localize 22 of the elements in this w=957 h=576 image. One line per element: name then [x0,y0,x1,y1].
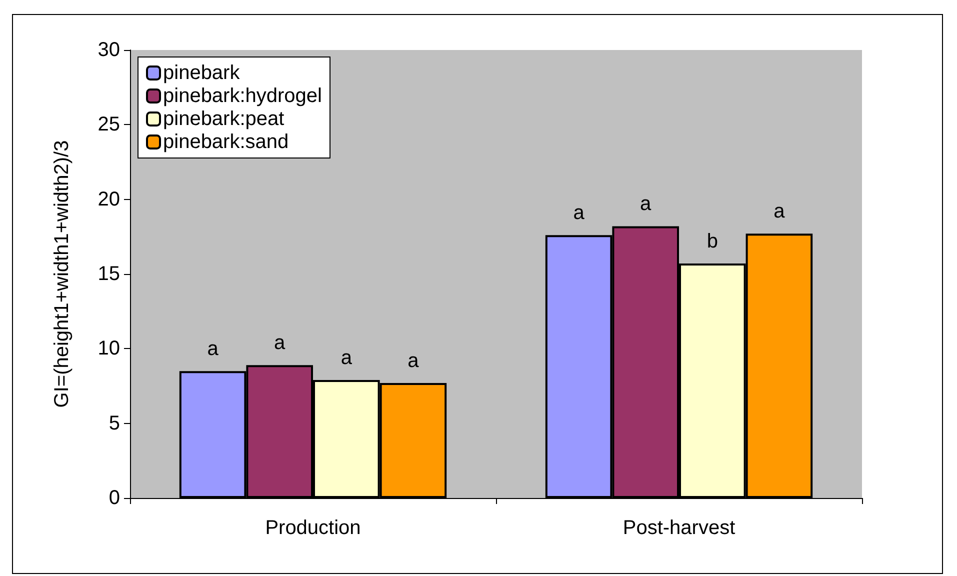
legend-label: pinebark:peat [163,108,285,130]
y-tick-label: 0 [108,487,120,509]
y-tick-label: 10 [98,338,120,360]
data-label: a [274,332,286,354]
y-tick-label: 30 [98,39,120,61]
y-tick-label: 20 [98,188,120,210]
data-label: a [640,193,652,216]
data-label: a [573,202,586,224]
data-label: a [774,200,786,223]
y-tick-label: 5 [108,412,120,434]
x-tick-label: Post-harvest [622,517,736,539]
legend-label: pinebark [163,62,241,84]
y-tick-label: 15 [98,263,120,285]
data-label: a [340,347,353,370]
data-label: b [706,230,718,253]
data-label: a [207,338,220,360]
y-tick-label: 25 [98,114,120,136]
data-label: a [408,350,420,372]
y-axis-title: GI=(height1+width1+width2)/3 [51,140,73,408]
legend-label: pinebark:sand [163,131,289,153]
legend-label: pinebark:hydrogel [163,85,322,107]
x-tick-label: Production [265,517,361,539]
